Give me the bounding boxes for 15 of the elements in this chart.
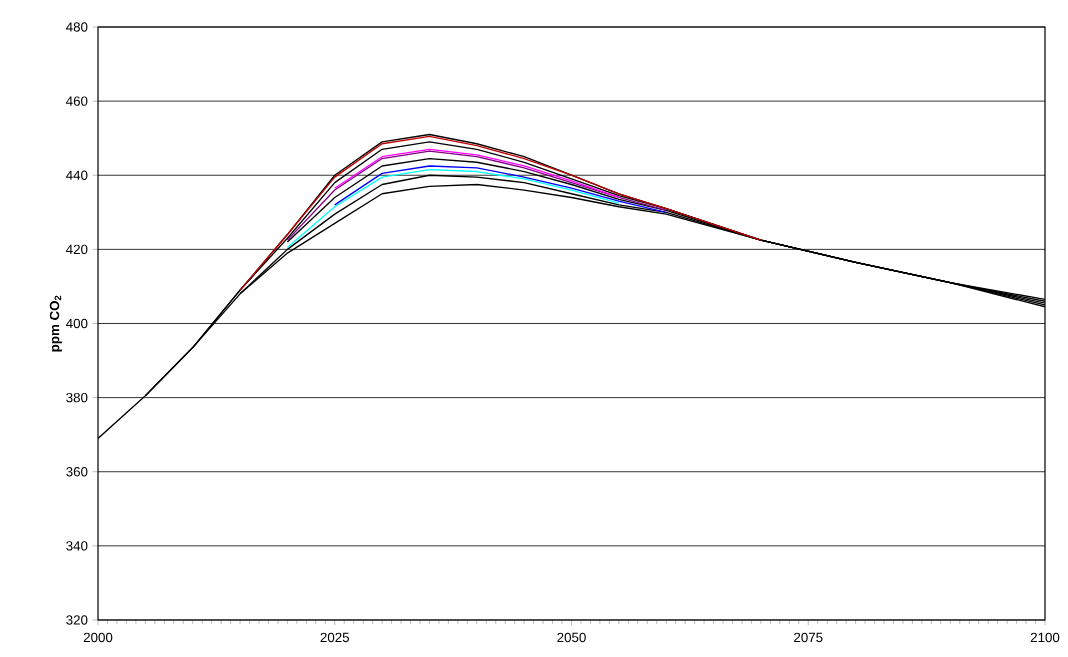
y-tick-label: 480 — [66, 22, 88, 32]
y-tick-label: 360 — [66, 467, 88, 477]
x-tick-label: 2000 — [83, 632, 113, 643]
x-tick-label: 2075 — [794, 632, 823, 643]
y-tick-label: 420 — [66, 244, 88, 255]
x-tick-label: 2100 — [1030, 632, 1060, 643]
x-tick-label: 2025 — [320, 632, 350, 643]
y-tick-label: 400 — [66, 318, 88, 329]
y-tick-label: 320 — [66, 615, 88, 625]
y-tick-label: 460 — [66, 96, 88, 106]
y-tick-label: 380 — [66, 392, 88, 403]
y-tick-label: 340 — [66, 541, 88, 551]
x-tick-label: 2050 — [557, 632, 586, 643]
y-tick-label: 440 — [66, 170, 88, 180]
y-axis-title: ppm CO$_{2}$ — [49, 295, 62, 352]
